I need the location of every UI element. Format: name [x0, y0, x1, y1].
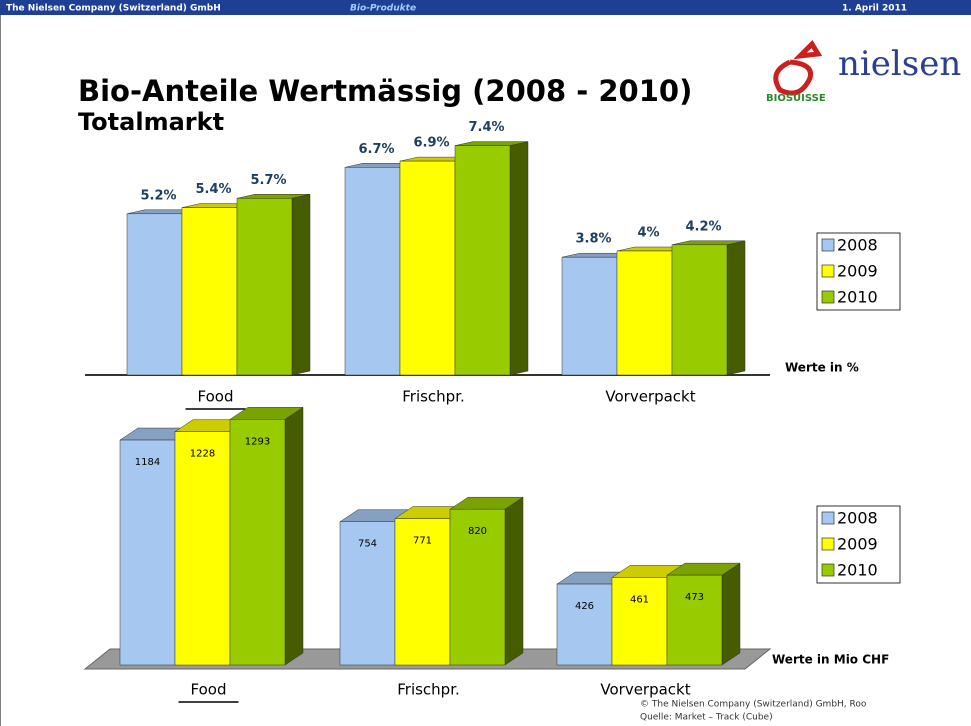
value-label: 5.7%	[250, 173, 286, 188]
value-label: 6.7%	[358, 142, 394, 157]
source: Quelle: Market – Track (Cube)	[640, 713, 773, 723]
value-label: 6.9%	[413, 136, 449, 151]
legend-label: 2008	[837, 236, 878, 255]
title: Bio-Anteile Wertmässig (2008 - 2010)	[78, 74, 692, 108]
value-label: 461	[630, 594, 649, 605]
bar-side	[291, 193, 311, 376]
header-section: Bio-Produkte	[350, 4, 416, 14]
legend-label: 2010	[837, 288, 878, 307]
category-label: Frischpr.	[402, 388, 465, 406]
header-date: 1. April 2011	[842, 4, 907, 14]
bar-side	[721, 562, 741, 666]
biosuisse-icon	[773, 39, 823, 96]
legend-swatch	[821, 563, 835, 577]
legend-swatch	[821, 537, 835, 551]
bar	[454, 145, 511, 376]
bar	[236, 198, 293, 376]
category-label: Frischpr.	[397, 681, 460, 699]
value-label: 1228	[190, 449, 215, 460]
header-bar	[0, 0, 971, 15]
bar	[616, 250, 673, 376]
legend-swatch	[821, 238, 835, 252]
legend-swatch	[821, 264, 835, 278]
legend-label: 2008	[837, 509, 878, 528]
axis-note: Werte in Mio CHF	[772, 653, 889, 667]
bar-side	[284, 406, 304, 666]
value-label: 473	[685, 592, 704, 603]
bar-side	[509, 141, 529, 376]
copyright: © The Nielsen Company (Switzerland) GmbH…	[640, 700, 867, 710]
bar-side	[504, 496, 524, 666]
value-label: 771	[413, 536, 432, 547]
axis-note: Werte in %	[785, 361, 859, 375]
bar	[561, 256, 618, 376]
legend-label: 2009	[837, 262, 878, 281]
legend-swatch	[821, 290, 835, 304]
bar	[671, 244, 728, 376]
category-label: Food	[191, 681, 227, 699]
category-label: Vorverpackt	[600, 681, 690, 699]
legend-box	[816, 505, 901, 584]
bar	[611, 577, 668, 666]
bar	[229, 419, 286, 666]
value-label: 754	[358, 539, 377, 550]
legend-label: 2010	[837, 561, 878, 580]
bar	[126, 213, 183, 376]
value-label: 4%	[637, 226, 659, 241]
bar	[666, 574, 723, 666]
value-label: 426	[575, 601, 594, 612]
value-label: 5.2%	[140, 188, 176, 203]
bar	[174, 431, 231, 666]
bar	[449, 508, 506, 666]
bar	[119, 439, 176, 666]
bar	[344, 167, 401, 376]
bar	[556, 583, 613, 666]
bar-side	[726, 240, 746, 376]
category-label: Vorverpackt	[605, 388, 695, 406]
value-label: 5.4%	[195, 182, 231, 197]
value-label: 1293	[245, 436, 270, 447]
value-label: 1184	[135, 457, 160, 468]
nielsen-logo: nielsen	[838, 44, 961, 84]
value-label: 4.2%	[685, 219, 721, 234]
value-label: 7.4%	[468, 120, 504, 135]
bar	[339, 521, 396, 666]
legend-swatch	[821, 511, 835, 525]
legend-box	[816, 232, 901, 311]
category-label: Food	[198, 388, 234, 406]
value-label: 820	[468, 526, 487, 537]
biosuisse-logo: BIOSUISSE	[766, 93, 826, 104]
subtitle: Totalmarkt	[78, 108, 224, 136]
value-label: 3.8%	[575, 232, 611, 247]
header-company: The Nielsen Company (Switzerland) GmbH	[6, 4, 221, 14]
bar	[399, 160, 456, 376]
legend-label: 2009	[837, 535, 878, 554]
bar	[181, 207, 238, 376]
bar	[394, 518, 451, 666]
